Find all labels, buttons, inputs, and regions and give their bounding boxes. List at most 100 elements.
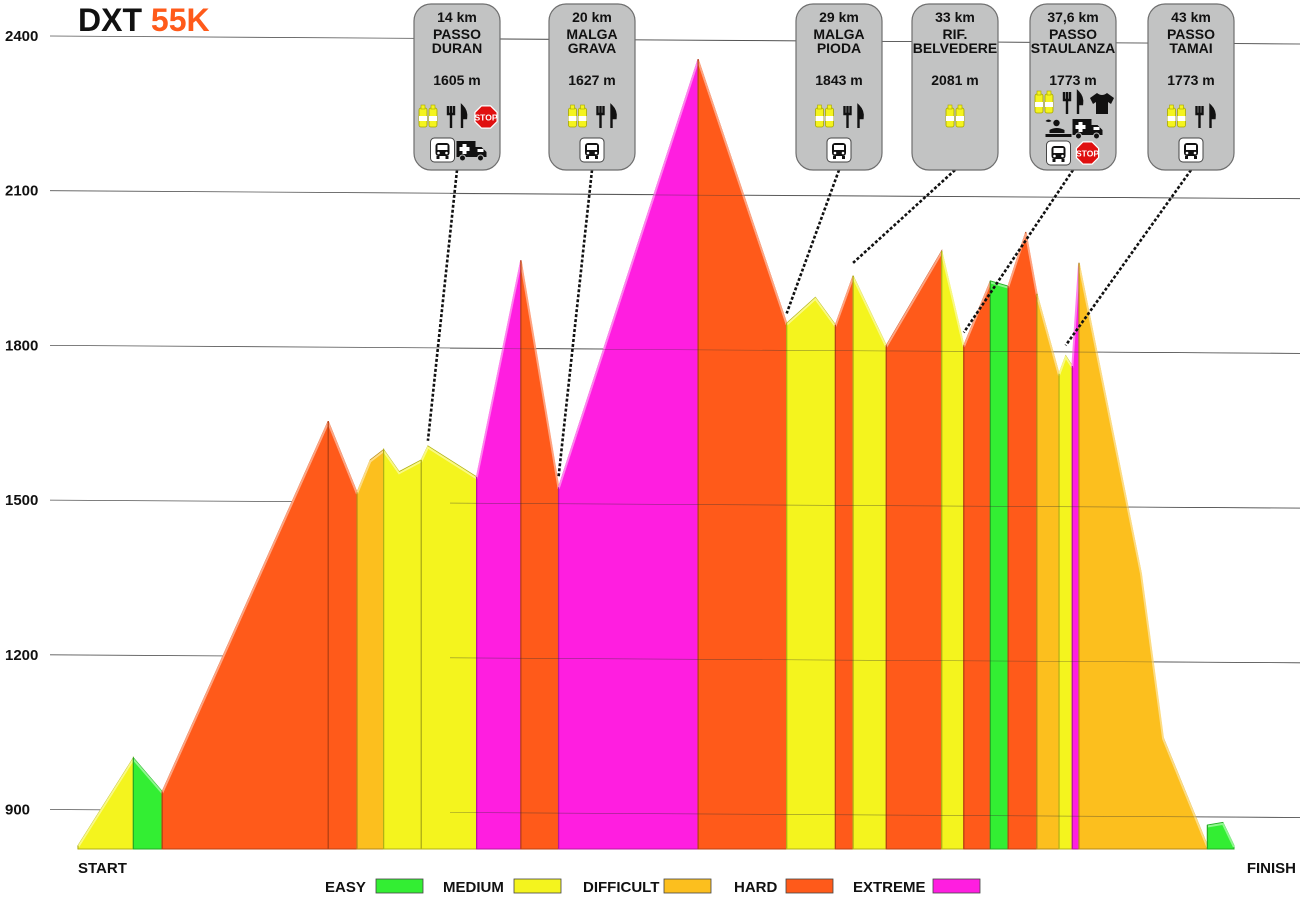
segment-18-hard	[1007, 231, 1038, 850]
segment-10-hard	[697, 59, 788, 850]
checkpoint-name-line: GRAVA	[568, 40, 616, 56]
segment-fill	[941, 250, 965, 850]
bus-icon	[1046, 140, 1071, 166]
stop-icon-glyph: STOP	[1076, 149, 1099, 159]
segment-fill	[786, 296, 836, 850]
legend-swatch-difficult	[663, 878, 712, 894]
checkpoint-altitude: 1605 m	[433, 72, 480, 88]
checkpoint-box-bg	[795, 3, 883, 171]
segment-13-medium	[852, 275, 888, 850]
segment-19-difficult	[1035, 293, 1060, 850]
stop-icon: STOP	[1075, 141, 1099, 165]
segment-ridge	[990, 281, 1009, 289]
segment-ridge	[852, 276, 888, 348]
segment-2-hard	[161, 420, 330, 850]
elevation-areas	[77, 59, 1235, 850]
segment-15-medium	[940, 250, 965, 850]
checkpoint-altitude: 2081 m	[931, 72, 978, 88]
segment-ridge	[940, 252, 965, 348]
legend-swatch-easy	[375, 878, 424, 894]
segment-4-difficult	[356, 448, 385, 850]
segment-ridge	[161, 422, 330, 794]
segment-fill	[1058, 354, 1073, 850]
checkpoint-leader-1	[557, 169, 594, 478]
segment-ridge	[77, 758, 135, 848]
segment-23-easy	[1206, 821, 1235, 850]
checkpoint-name-line: PASSO	[433, 26, 481, 42]
y-axis-ticks: 900 1200 1500 1800 2100 2400	[5, 28, 38, 819]
y-tick-label-1200: 1200	[5, 647, 38, 664]
checkpoint-name-line: PASSO	[1167, 26, 1215, 42]
segment-17-easy	[989, 280, 1009, 850]
segment-fill	[1078, 262, 1208, 850]
checkpoint-icons: STOP	[418, 103, 498, 163]
segment-fill	[989, 280, 1009, 850]
checkpoint-name-line: TAMAI	[1169, 40, 1212, 56]
food-icon	[1195, 103, 1216, 128]
segment-fill	[885, 249, 943, 850]
checkpoint-km: 29 km	[819, 9, 859, 25]
segment-fill	[834, 275, 854, 850]
checkpoint-leader-5	[1064, 169, 1193, 347]
segment-ridge	[834, 276, 855, 327]
shirt-icon	[1090, 93, 1114, 114]
checkpoint-km: 20 km	[572, 9, 612, 25]
segment-ridge	[475, 261, 522, 479]
segment-1-easy	[132, 756, 163, 850]
bus-icon	[430, 137, 455, 163]
drinks-icon	[945, 104, 965, 128]
checkpoint-name-line: MALGA	[813, 26, 864, 42]
drinks-icon	[1034, 90, 1054, 114]
segment-ridge	[519, 261, 560, 489]
segment-fill	[356, 448, 385, 850]
checkpoint-altitude: 1843 m	[815, 72, 862, 88]
checkpoint-name-line: MALGA	[566, 26, 617, 42]
segment-5-medium	[382, 448, 422, 850]
segment-22-difficult	[1078, 262, 1209, 850]
legend-swatch-hard	[785, 878, 834, 894]
y-tick-label-1500: 1500	[5, 492, 38, 509]
checkpoint-icons	[568, 103, 617, 163]
checkpoint-icons	[945, 104, 965, 128]
checkpoint-name-line: PIODA	[817, 40, 861, 56]
checkpoint-box-bg	[413, 3, 501, 171]
x-start-label: START	[78, 860, 127, 877]
segment-ridge	[1035, 295, 1060, 376]
gridline-overlay-1500	[449, 502, 1300, 509]
segment-3-hard	[327, 421, 358, 850]
checkpoint-leader-2	[785, 169, 841, 314]
y-tick-label-900: 900	[5, 802, 30, 819]
food-icon	[1062, 89, 1084, 114]
checkpoint-leader-3	[852, 169, 956, 264]
gridline-overlay-1200	[449, 657, 1300, 664]
segment-ridge	[557, 60, 700, 490]
checkpoint-altitude: 1773 m	[1049, 72, 1096, 88]
segment-6-medium	[420, 445, 478, 850]
y-tick-label-2100: 2100	[5, 183, 38, 200]
y-tick-label-2400: 2400	[5, 28, 38, 45]
legend-swatch-medium	[513, 878, 562, 894]
segment-fill	[1007, 231, 1038, 850]
bus-icon	[826, 137, 852, 163]
checkpoint-box-bg	[911, 3, 999, 171]
checkpoint-leader-4	[962, 169, 1075, 334]
segment-ridge	[132, 758, 163, 794]
segment-fill	[383, 448, 422, 850]
legend-swatch-extreme	[932, 878, 981, 894]
legend-label-difficult: DIFFICULT	[583, 879, 659, 896]
checkpoint-box-bg	[548, 3, 636, 171]
segment-fill	[161, 420, 329, 850]
segment-21-extreme	[1071, 262, 1080, 850]
legend-label-hard: HARD	[734, 879, 777, 896]
checkpoint-icons: STOP	[1034, 89, 1114, 166]
bus-icon	[579, 137, 605, 163]
checkpoint-icons	[815, 103, 864, 163]
legend-label-easy: EASY	[325, 879, 366, 896]
